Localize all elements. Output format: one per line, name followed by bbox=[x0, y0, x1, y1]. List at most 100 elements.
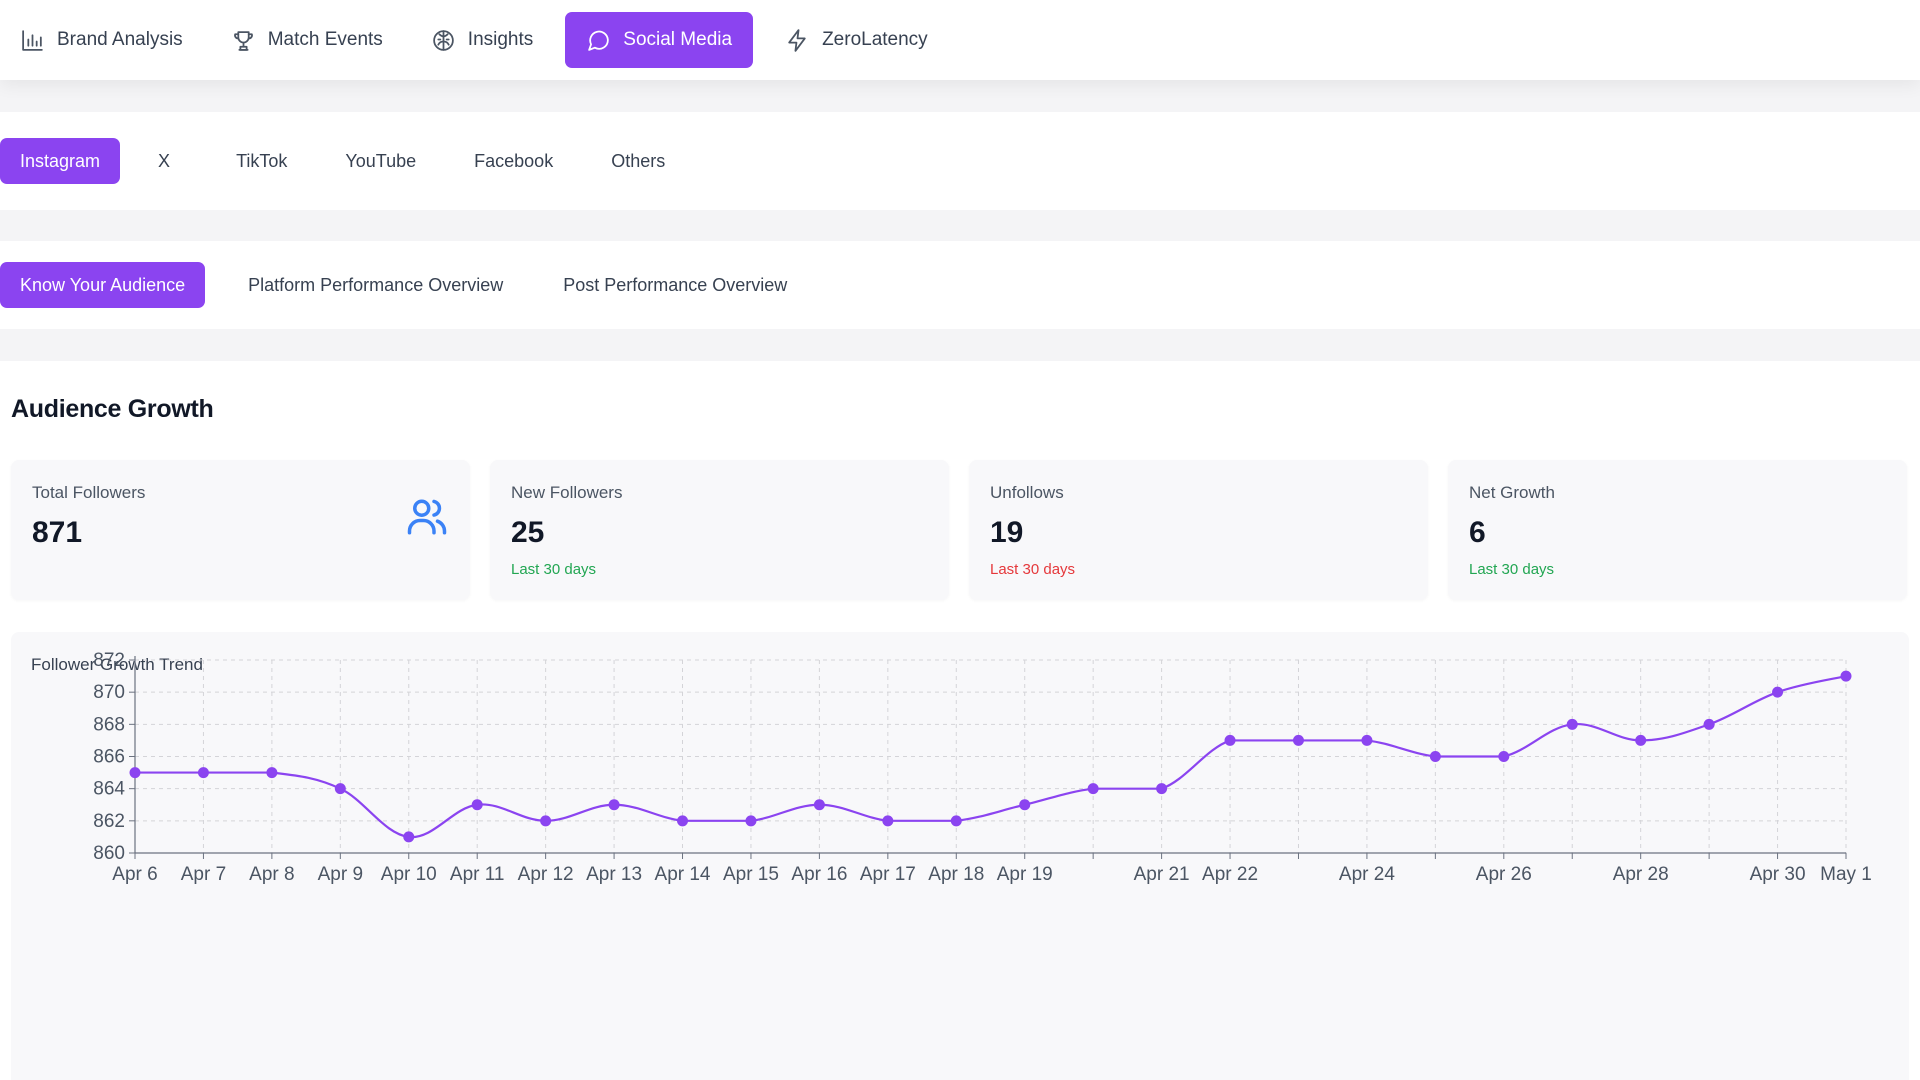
audience-growth-section: Audience Growth Total Followers 871 New … bbox=[0, 361, 1920, 1080]
data-point bbox=[471, 799, 483, 811]
y-tick-label: 862 bbox=[93, 811, 125, 832]
card-value: 871 bbox=[32, 516, 83, 549]
data-point bbox=[197, 767, 209, 779]
users-icon bbox=[406, 496, 448, 538]
nav-label: Match Events bbox=[267, 29, 383, 50]
data-point bbox=[129, 767, 141, 779]
y-tick-label: 860 bbox=[93, 843, 125, 864]
x-tick-label: Apr 26 bbox=[1476, 864, 1532, 885]
data-point bbox=[1635, 734, 1647, 746]
tab-tiktok[interactable]: TikTok bbox=[236, 150, 288, 171]
x-tick-label: Apr 9 bbox=[318, 864, 363, 885]
x-tick-label: Apr 10 bbox=[381, 864, 437, 885]
x-tick-label: Apr 11 bbox=[450, 864, 505, 885]
data-point bbox=[1224, 734, 1236, 746]
y-tick-label: 870 bbox=[93, 682, 125, 703]
card-period: Last 30 days bbox=[511, 561, 597, 578]
card-new-followers: New Followers 25 Last 30 days bbox=[490, 460, 949, 600]
x-tick-label: Apr 19 bbox=[997, 864, 1053, 885]
data-point bbox=[1498, 751, 1510, 762]
tab-others[interactable]: Others bbox=[611, 150, 666, 171]
card-label: Unfollows bbox=[990, 483, 1064, 502]
data-point bbox=[266, 767, 278, 779]
tab-instagram[interactable]: Instagram bbox=[0, 138, 121, 184]
data-point bbox=[1840, 670, 1852, 682]
section-tabs: Know Your Audience Platform Performance … bbox=[0, 241, 1920, 329]
data-point bbox=[1019, 799, 1031, 811]
tab-platform-performance-overview[interactable]: Platform Performance Overview bbox=[248, 274, 504, 295]
data-point bbox=[540, 815, 552, 827]
message-circle-icon bbox=[588, 30, 610, 51]
data-point bbox=[950, 815, 962, 827]
data-point bbox=[1703, 718, 1715, 730]
x-tick-label: May 1 bbox=[1820, 864, 1872, 885]
x-tick-label: Apr 7 bbox=[181, 864, 226, 885]
y-tick-label: 866 bbox=[93, 747, 125, 768]
card-label: New Followers bbox=[511, 483, 623, 502]
card-period: Last 30 days bbox=[990, 561, 1076, 578]
card-value: 6 bbox=[1469, 516, 1486, 549]
tab-post-performance-overview[interactable]: Post Performance Overview bbox=[563, 274, 788, 295]
x-tick-label: Apr 16 bbox=[791, 864, 847, 885]
x-tick-label: Apr 6 bbox=[112, 864, 157, 885]
x-tick-label: Apr 15 bbox=[723, 864, 779, 885]
nav-zerolatency[interactable]: ZeroLatency bbox=[769, 12, 944, 68]
data-point bbox=[813, 799, 825, 811]
nav-label: Insights bbox=[467, 29, 534, 50]
tab-know-your-audience[interactable]: Know Your Audience bbox=[0, 262, 206, 308]
lightning-icon bbox=[788, 28, 806, 52]
data-point bbox=[1156, 783, 1168, 795]
data-point bbox=[403, 831, 415, 843]
card-label: Net Growth bbox=[1469, 483, 1555, 502]
card-total-followers: Total Followers 871 bbox=[11, 460, 470, 600]
data-point bbox=[1361, 734, 1373, 746]
card-net-growth: Net Growth 6 Last 30 days bbox=[1448, 460, 1907, 600]
top-navigation: Brand Analysis Match Events Insights Soc… bbox=[0, 0, 1920, 80]
x-tick-label: Apr 30 bbox=[1750, 864, 1806, 885]
x-tick-label: Apr 14 bbox=[655, 864, 711, 885]
x-tick-label: Apr 13 bbox=[586, 864, 642, 885]
x-tick-label: Apr 18 bbox=[928, 864, 984, 885]
y-tick-label: 868 bbox=[93, 714, 125, 735]
x-tick-label: Apr 22 bbox=[1202, 864, 1258, 885]
nav-match-events[interactable]: Match Events bbox=[215, 12, 399, 68]
nav-insights[interactable]: Insights bbox=[415, 12, 549, 68]
data-point bbox=[1429, 751, 1441, 762]
card-label: Total Followers bbox=[32, 483, 146, 502]
data-point bbox=[1087, 783, 1099, 795]
tab-youtube[interactable]: YouTube bbox=[345, 150, 417, 171]
bar-chart-icon bbox=[22, 29, 43, 51]
data-point bbox=[745, 815, 757, 827]
card-value: 19 bbox=[990, 516, 1024, 549]
nav-label: Social Media bbox=[623, 29, 733, 50]
x-tick-label: Apr 21 bbox=[1134, 864, 1190, 885]
x-tick-label: Apr 28 bbox=[1613, 864, 1669, 885]
data-point bbox=[1566, 718, 1578, 730]
card-period: Last 30 days bbox=[1469, 561, 1555, 578]
data-point bbox=[608, 799, 620, 811]
card-unfollows: Unfollows 19 Last 30 days bbox=[969, 460, 1428, 600]
x-tick-label: Apr 12 bbox=[518, 864, 574, 885]
nav-label: ZeroLatency bbox=[822, 29, 928, 50]
tab-facebook[interactable]: Facebook bbox=[474, 150, 554, 171]
section-title: Audience Growth bbox=[11, 395, 214, 423]
trophy-icon bbox=[233, 30, 253, 51]
data-point bbox=[1772, 686, 1784, 698]
platform-tabs: Instagram X TikTok YouTube Facebook Othe… bbox=[0, 112, 1920, 210]
data-point bbox=[677, 815, 689, 827]
y-tick-label: 864 bbox=[93, 779, 125, 800]
nav-brand-analysis[interactable]: Brand Analysis bbox=[4, 12, 199, 68]
follower-growth-chart-panel: Follower Growth Trend 860 862 864 866 868 870… bbox=[11, 632, 1909, 1080]
card-value: 25 bbox=[511, 516, 545, 549]
nav-label: Brand Analysis bbox=[57, 29, 183, 50]
data-point bbox=[882, 815, 894, 827]
data-point bbox=[1292, 734, 1304, 746]
nav-social-media[interactable]: Social Media bbox=[565, 12, 754, 68]
data-point bbox=[334, 783, 346, 795]
x-tick-label: Apr 8 bbox=[249, 864, 294, 885]
tab-x[interactable]: X bbox=[158, 150, 171, 171]
brain-icon bbox=[433, 29, 454, 51]
x-tick-label: Apr 24 bbox=[1339, 864, 1395, 885]
y-tick-label: 872 bbox=[93, 650, 125, 671]
x-tick-label: Apr 17 bbox=[860, 864, 916, 885]
